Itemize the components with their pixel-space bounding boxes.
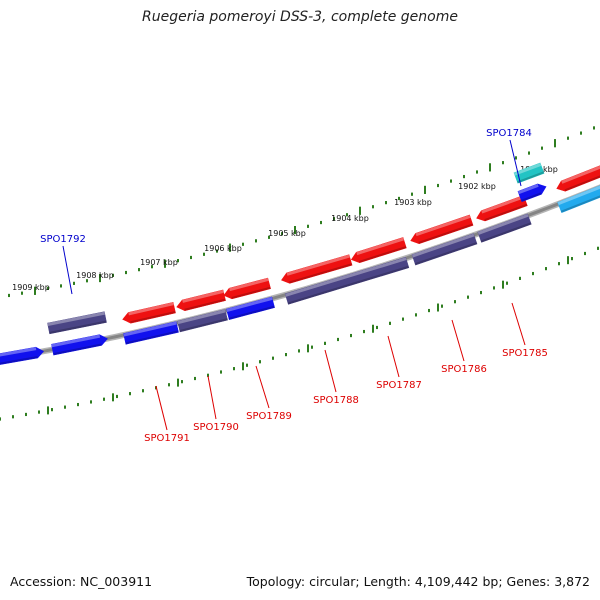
gene-spo1792-lower [51, 334, 108, 356]
leader-line [255, 365, 270, 409]
inner-major-ticks [47, 256, 569, 415]
gene-label-spo1786: SPO1786 [441, 364, 487, 375]
gene-spo1788-upper [281, 254, 353, 284]
gene-label-spo1791: SPO1791 [144, 433, 190, 444]
gene-left-edge [0, 346, 45, 366]
gene-spo1791-upper [122, 301, 176, 324]
gene-right-edge-upper [556, 164, 600, 192]
gene-label-spo1792: SPO1792 [40, 234, 86, 245]
outer-major-ticks [34, 139, 556, 295]
leader-line [62, 245, 73, 295]
gene-spo1784-lower [517, 183, 547, 202]
map-title: Ruegeria pomeroyi DSS-3, complete genome [142, 9, 458, 25]
gene-spo1788-lower [284, 256, 410, 305]
tick-label: 1906 kbp [204, 244, 242, 253]
gene-spo1792-upper [47, 311, 107, 335]
leader-line [207, 375, 217, 420]
gene-spo1789-upper [223, 277, 271, 300]
leader-line [509, 139, 522, 187]
tick-label: 1909 kbp [12, 283, 50, 292]
leader-line [387, 335, 400, 378]
leader-line [324, 349, 337, 393]
gene-spo1791-lower [123, 321, 179, 345]
gene-label-spo1790: SPO1790 [193, 422, 239, 433]
genome-stats-text: Topology: circular; Length: 4,109,442 bp… [246, 574, 590, 589]
tick-label: 1907 kbp [140, 258, 178, 267]
gene-spo1787-upper [350, 237, 407, 263]
gene-spo1790-upper [176, 289, 226, 311]
tick-label: 1908 kbp [76, 271, 114, 280]
gene-spo1784-upper [513, 162, 545, 184]
leader-line [511, 302, 526, 346]
gene-right-edge-lower [557, 184, 600, 213]
gene-label-spo1788: SPO1788 [313, 395, 359, 406]
tick-label: 1903 kbp [394, 198, 432, 207]
gene-spo1786-upper [410, 214, 474, 245]
tick-label: 1905 kbp [268, 229, 306, 238]
leader-line [155, 385, 168, 431]
tick-label: 1902 kbp [458, 182, 496, 191]
gene-label-spo1789: SPO1789 [246, 411, 292, 422]
gene-spo1790-lower [177, 309, 228, 333]
accession-text: Accession: NC_003911 [10, 574, 153, 589]
leader-line [451, 319, 465, 362]
gene-label-spo1784: SPO1784 [486, 128, 532, 139]
gene-label-spo1785: SPO1785 [502, 348, 548, 359]
gene-spo1786-lower [411, 233, 478, 266]
gene-spo1785-lower [477, 213, 532, 243]
gene-spo1789-lower [226, 296, 275, 320]
tick-label: 1904 kbp [331, 214, 369, 223]
gene-label-spo1787: SPO1787 [376, 380, 422, 391]
gene-spo1785-upper [476, 195, 528, 222]
